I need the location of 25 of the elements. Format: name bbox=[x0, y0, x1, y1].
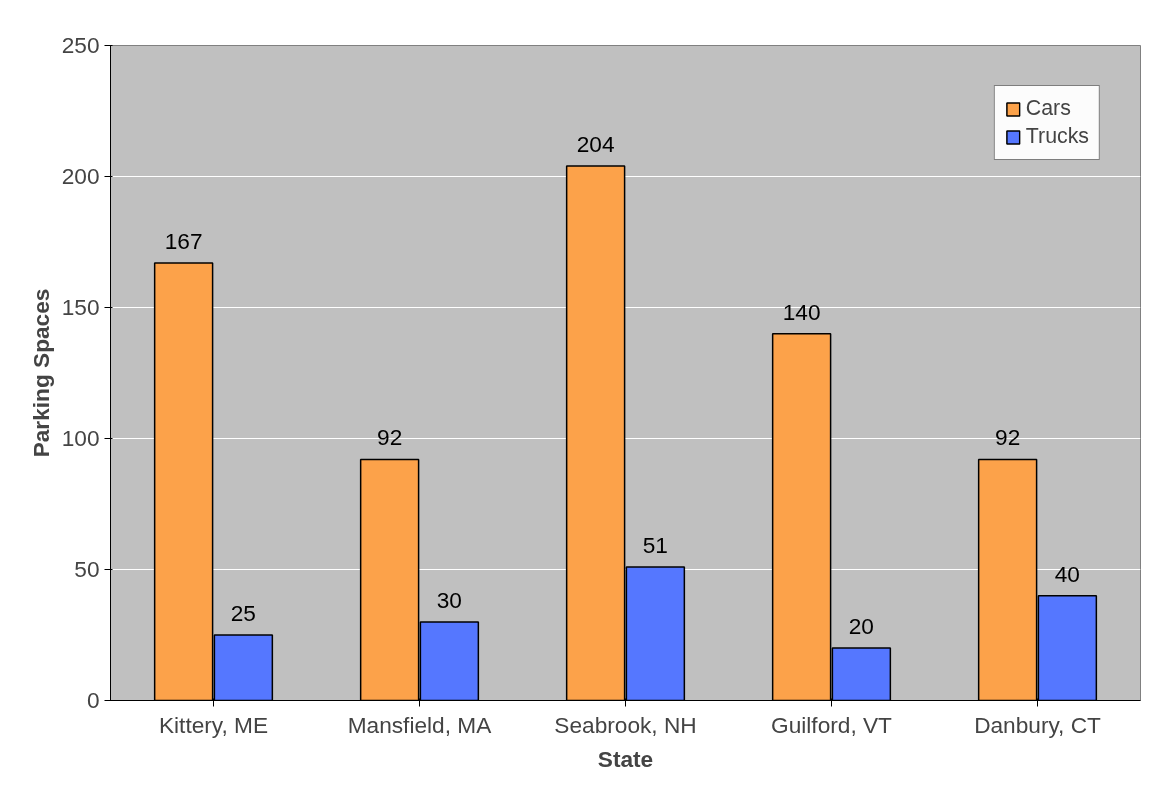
x-tick-label: Guilford, VT bbox=[771, 711, 893, 738]
y-tick-label: 250 bbox=[61, 32, 100, 58]
y-axis-title: Parking Spaces bbox=[27, 288, 54, 458]
data-label: 25 bbox=[230, 600, 256, 626]
y-tick-label: 200 bbox=[61, 163, 100, 189]
data-label: 30 bbox=[436, 586, 462, 613]
data-label: 92 bbox=[377, 424, 403, 451]
data-label: 40 bbox=[1054, 560, 1080, 587]
y-tick-label: 0 bbox=[86, 687, 100, 713]
y-tick-label: 50 bbox=[74, 556, 100, 582]
data-label: 51 bbox=[642, 531, 668, 558]
legend-label: Cars bbox=[1025, 96, 1071, 121]
y-tick-label: 100 bbox=[61, 425, 100, 451]
data-label: 20 bbox=[848, 613, 874, 640]
x-axis-title: State bbox=[597, 745, 654, 772]
x-tick-label: Mansfield, MA bbox=[347, 711, 493, 738]
x-tick-label: Seabrook, NH bbox=[554, 711, 697, 738]
data-label: 92 bbox=[995, 424, 1021, 451]
legend-label: Trucks bbox=[1025, 124, 1089, 149]
x-tick-label: Danbury, CT bbox=[974, 711, 1102, 738]
x-tick-label: Kittery, ME bbox=[158, 711, 269, 738]
data-label: 140 bbox=[782, 298, 821, 325]
data-label: 204 bbox=[576, 131, 615, 158]
y-tick-label: 150 bbox=[61, 294, 100, 320]
data-label: 167 bbox=[164, 227, 203, 254]
